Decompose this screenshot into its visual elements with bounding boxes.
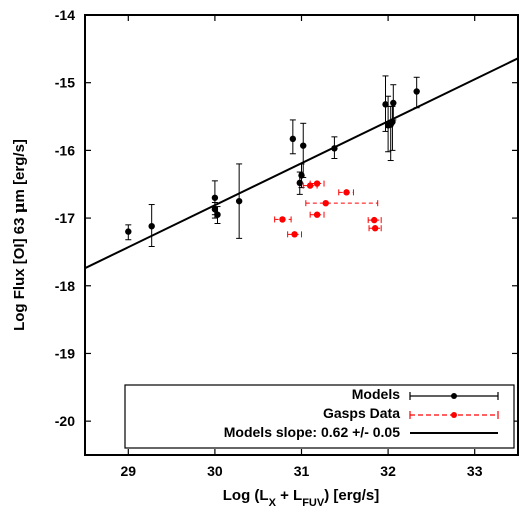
- model-point: [296, 179, 303, 187]
- x-axis-title-sub2: FUV: [302, 497, 325, 508]
- model-point: [390, 99, 397, 107]
- gasps-point: [291, 231, 298, 238]
- legend: Models Gasps Data Models slope: 0.62 +/-…: [124, 384, 515, 449]
- model-point: [382, 101, 389, 108]
- model-point: [211, 206, 219, 213]
- gasps-point: [279, 216, 286, 223]
- x-axis-title-main: Log (L: [223, 487, 269, 504]
- x-axis-title-sub1: X: [269, 497, 277, 508]
- x-tick-label: 32: [380, 463, 396, 479]
- model-point: [413, 88, 420, 95]
- gasps-point: [313, 211, 321, 218]
- legend-swatch-models: [409, 392, 499, 400]
- x-tick-label: 29: [121, 463, 137, 479]
- model-point: [300, 142, 307, 149]
- y-axis-title-after: m [erg/s]: [11, 139, 28, 202]
- x-tick-label: 30: [207, 463, 223, 479]
- y-tick-label: -18: [55, 278, 75, 294]
- y-tick-label: -16: [55, 142, 75, 158]
- plot-marks: [84, 57, 519, 270]
- fit-line: [84, 57, 519, 270]
- gasps-point: [371, 225, 379, 232]
- model-point: [289, 135, 297, 143]
- gasps-point: [371, 216, 378, 224]
- model-point: [211, 194, 219, 201]
- x-tick-label: 33: [467, 463, 483, 479]
- gasps-point: [343, 189, 350, 196]
- y-tick-label: -15: [55, 75, 75, 91]
- legend-label-gasps: Gasps Data: [323, 405, 400, 421]
- y-tick-label: -14: [55, 7, 75, 23]
- gasps-point: [313, 180, 321, 187]
- y-axis-title: Log Flux [OI] 63 μm [erg/s]: [10, 139, 28, 331]
- model-point: [125, 228, 132, 235]
- x-axis-title-mid: + L: [276, 487, 302, 504]
- x-axis-title-end: ) [erg/s]: [324, 487, 379, 504]
- model-point: [214, 211, 221, 218]
- y-tick-label: -17: [55, 210, 75, 226]
- y-tick-label: -19: [55, 345, 75, 361]
- y-axis-title-before: Log Flux [OI] 63: [11, 213, 28, 331]
- model-point: [235, 197, 243, 205]
- x-axis-title: Log (LX + LFUV) [erg/s]: [223, 487, 379, 508]
- y-axis-title-mu: μ: [10, 202, 28, 213]
- model-point: [148, 223, 155, 230]
- legend-label-slope: Models slope: 0.62 +/- 0.05: [224, 424, 400, 440]
- axes: 29 30 31 32 33 -14 -15 -16 -17 -18 -19 -20: [55, 7, 518, 479]
- legend-swatch-gasps: [409, 411, 499, 419]
- y-tick-label: -20: [55, 413, 75, 429]
- legend-label-models: Models: [352, 386, 400, 402]
- x-tick-label: 31: [294, 463, 310, 479]
- gasps-point: [322, 199, 329, 207]
